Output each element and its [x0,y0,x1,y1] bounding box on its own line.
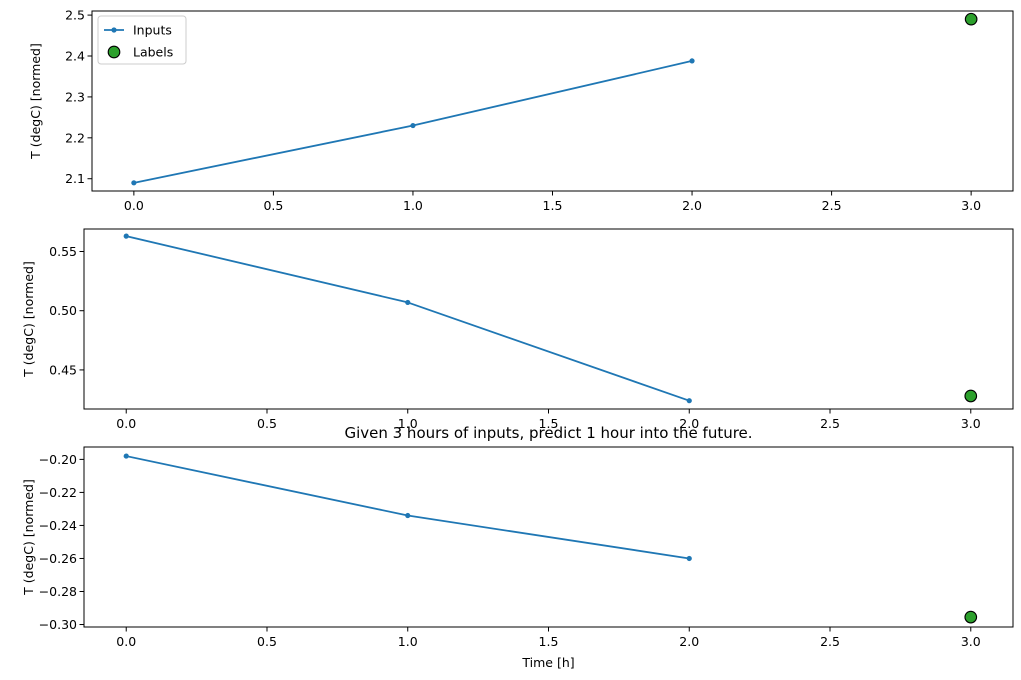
y-tick-label: 2.2 [65,130,85,145]
x-tick-label: 1.0 [398,634,418,649]
inputs-point [405,512,411,519]
inputs-point [131,180,137,186]
y-tick-label: 2.3 [65,89,85,104]
subplot-2: 0.0 0.5 1.0 1.5 2.0 2.5 3.0 0.45 0.50 0.55 T (degC… [21,228,1014,431]
y-tick-label: −0.22 [39,485,77,500]
inputs-point [123,453,129,459]
legend-labels-marker [107,45,121,59]
subplot-1: 0.0 0.5 1.0 1.5 2.0 2.5 3.0 2.1 2.2 2.3 2.4 2.5 T (d… [28,8,1014,213]
legend-labels-label: Labels [133,45,173,60]
x-axis-label: Time [h] [521,655,574,670]
inputs-point [410,122,416,129]
inputs-point [689,58,695,64]
inputs-point [405,299,411,306]
y-tick-label: −0.24 [39,518,77,533]
x-tick-label: 2.0 [679,634,699,649]
subplots: 0.0 0.5 1.0 1.5 2.0 2.5 3.0 2.1 2.2 2.3 2.4 2.5 T (d… [21,8,1014,670]
legend: Inputs Labels [97,15,187,65]
inputs-point [123,233,129,239]
legend-inputs-label: Inputs [133,23,172,38]
x-tick-label: 0.5 [257,416,277,431]
inputs-point [686,555,692,562]
labels-point [964,12,978,26]
y-tick-label: −0.28 [39,584,77,599]
y-axis-label: T (degC) [normed] [21,261,36,378]
x-tick-label: 1.0 [398,416,418,431]
inputs-point [686,398,692,404]
labels-point [964,389,978,403]
plot-area [92,11,1013,191]
x-tick-label: 3.0 [961,198,981,213]
x-tick-label: 1.5 [539,634,559,649]
axes-frame [91,10,1014,192]
plot-area [84,229,1013,409]
y-tick-label: 2.4 [65,49,85,64]
x-tick-label: 3.0 [961,634,981,649]
x-tick-label: 0.5 [257,634,277,649]
y-tick-label: 0.55 [49,244,77,259]
labels-point [964,610,978,624]
y-tick-label: 2.5 [65,8,85,23]
x-tick-label: 2.0 [682,198,702,213]
chart-title: Given 3 hours of inputs, predict 1 hour … [344,424,752,442]
x-tick-label: 1.5 [543,198,563,213]
subplot-3: Given 3 hours of inputs, predict 1 hour … [21,424,1014,670]
x-tick-label: 0.0 [124,198,144,213]
y-axis-label: T (degC) [normed] [21,479,36,596]
y-tick-label: −0.30 [39,617,77,632]
x-tick-label: 2.5 [822,198,842,213]
y-tick-label: 2.1 [65,171,85,186]
x-tick-label: 2.5 [820,416,840,431]
x-tick-label: 1.0 [403,198,423,213]
legend-inputs-marker [111,27,117,33]
x-tick-label: 2.0 [679,416,699,431]
x-tick-label: 0.5 [263,198,283,213]
y-axis-label: T (degC) [normed] [28,43,43,160]
y-tick-label: 0.45 [49,362,77,377]
x-tick-label: 3.0 [961,416,981,431]
x-tick-label: 0.0 [116,416,136,431]
y-tick-label: −0.20 [39,452,77,467]
y-tick-label: 0.50 [49,303,77,318]
y-tick-label: −0.26 [39,551,77,566]
x-tick-label: 2.5 [820,634,840,649]
axes-frame [83,446,1014,628]
x-tick-label: 0.0 [116,634,136,649]
axes-frame [83,228,1014,410]
x-tick-label: 1.5 [539,416,559,431]
